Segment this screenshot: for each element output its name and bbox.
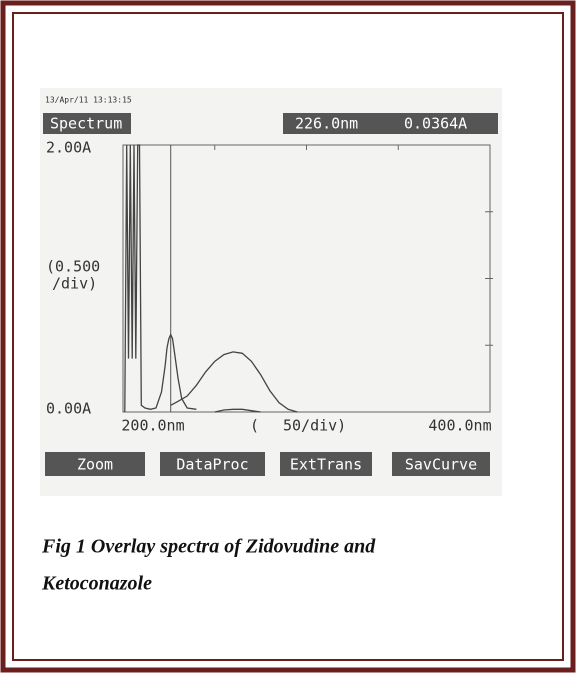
button-label: DataProc <box>176 456 248 474</box>
x-scale-label: ( <box>250 417 259 435</box>
y-tick-label: 0.00A <box>46 400 91 418</box>
button <box>45 452 145 476</box>
cursor-box <box>283 113 498 134</box>
button-label: Zoom <box>77 456 113 474</box>
spectrum-line <box>214 408 261 413</box>
y-tick-label: 2.00A <box>46 139 91 157</box>
spectrum-line <box>124 144 197 413</box>
timestamp: 13/Apr/11 13:13:15 <box>45 96 132 105</box>
y-scale-label: /div) <box>52 275 97 293</box>
cursor-x: 226.0nm <box>295 115 358 133</box>
x-scale-label: 50/div) <box>283 417 346 435</box>
caption: Fig 1 Overlay spectra of Zidovudine and <box>41 536 376 558</box>
button <box>160 452 265 476</box>
y-scale-label: (0.500 <box>46 258 100 276</box>
x-tick-label: 400.0nm <box>428 417 491 435</box>
button-label: SavCurve <box>405 456 477 474</box>
button <box>280 452 372 476</box>
x-tick-label: 200.0nm <box>121 417 184 435</box>
button <box>392 452 490 476</box>
cursor-value: 0.0364A <box>404 115 467 133</box>
mode-box <box>43 113 131 134</box>
button-label: ExtTrans <box>290 456 362 474</box>
mode: Spectrum <box>50 115 122 133</box>
inner-frame <box>12 12 564 661</box>
spectrum-line <box>170 351 298 413</box>
screen <box>40 88 502 496</box>
caption: Ketoconazole <box>41 573 152 595</box>
